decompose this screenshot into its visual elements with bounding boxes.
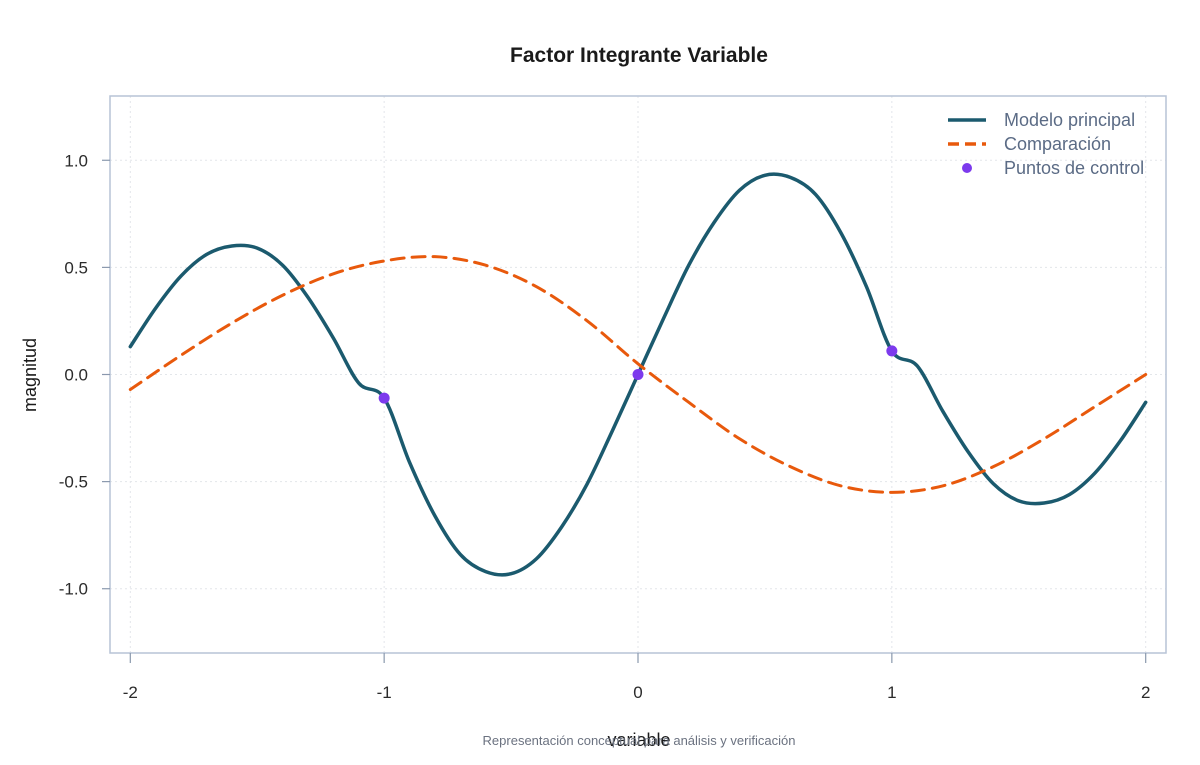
ticks-layer: -2 -1 0 1 2 -1.0 -0.5 0.0 0.5 1.0	[59, 151, 1151, 702]
y-axis-label: magnitud	[20, 338, 40, 412]
control-point	[632, 369, 644, 380]
x-tick-label: 2	[1141, 683, 1150, 702]
series-layer	[128, 172, 1148, 577]
chart-caption: Representación conceptual para análisis …	[483, 733, 796, 748]
x-axis-label: variable	[607, 730, 670, 750]
legend: Modelo principal Comparación Puntos de con…	[948, 110, 1144, 178]
y-tick-label: 0.5	[64, 258, 88, 277]
control-point	[378, 392, 390, 404]
legend-label: Puntos de control	[1004, 158, 1144, 178]
y-tick-label: -1.0	[59, 580, 88, 599]
y-tick-label: 0.0	[64, 366, 88, 385]
x-tick-label: 0	[633, 683, 642, 702]
legend-label: Modelo principal	[1004, 110, 1135, 130]
series-1	[128, 255, 1148, 494]
x-tick-label: 1	[887, 683, 896, 702]
x-tick-label: -2	[123, 683, 138, 702]
y-tick-label: 1.0	[64, 151, 88, 170]
y-tick-label: -0.5	[59, 473, 88, 492]
x-tick-label: -1	[377, 683, 392, 702]
legend-label: Comparación	[1004, 134, 1111, 154]
legend-marker	[962, 163, 972, 173]
control-point	[886, 345, 898, 357]
series-line	[128, 255, 1148, 494]
series-2	[378, 345, 898, 404]
chart-title: Factor Integrante Variable	[510, 44, 768, 67]
